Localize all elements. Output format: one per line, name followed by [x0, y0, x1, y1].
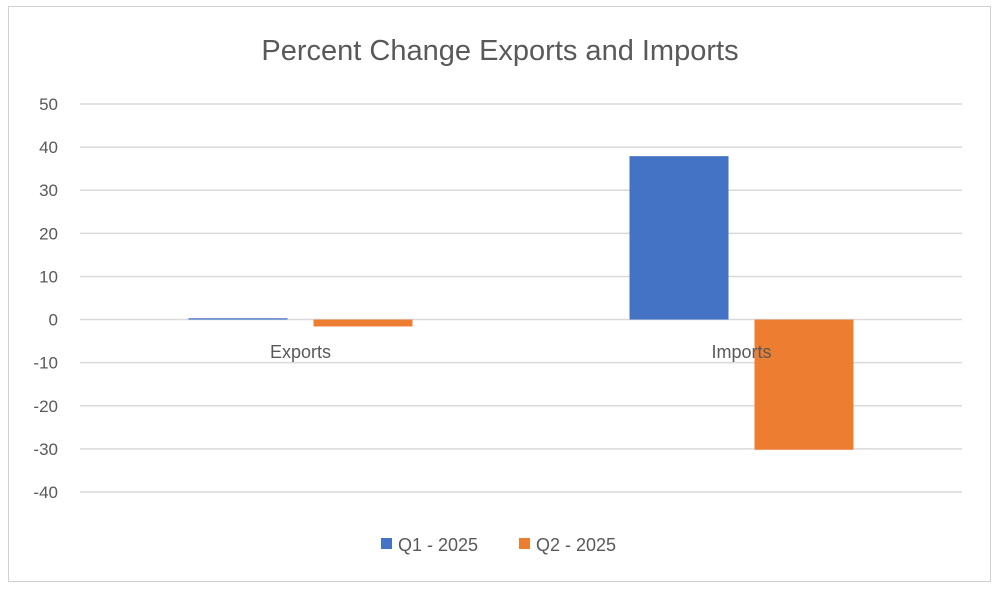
x-category-label: Exports: [270, 342, 331, 362]
y-tick-label: 0: [49, 311, 58, 330]
y-tick-label: -10: [33, 354, 58, 373]
y-tick-label: 50: [39, 95, 58, 114]
y-tick-label: 40: [39, 138, 58, 157]
legend-label: Q1 - 2025: [398, 535, 478, 555]
y-tick-label: -30: [33, 440, 58, 459]
chart-title: Percent Change Exports and Imports: [261, 35, 738, 67]
y-tick-label: -20: [33, 397, 58, 416]
chart-border: [8, 6, 991, 582]
bar-imports-2: [754, 319, 854, 450]
y-tick-label: 30: [39, 181, 58, 200]
y-tick-label: -40: [33, 483, 58, 502]
y-tick-label: 20: [39, 224, 58, 243]
legend-swatch: [381, 538, 392, 549]
bar-imports-1: [629, 156, 729, 320]
y-tick-label: 10: [39, 267, 58, 286]
x-category-label: Imports: [711, 342, 771, 362]
legend-label: Q2 - 2025: [536, 535, 616, 555]
bar-exports-1: [188, 318, 288, 320]
bar-exports-2: [313, 319, 413, 327]
legend-swatch: [519, 538, 530, 549]
